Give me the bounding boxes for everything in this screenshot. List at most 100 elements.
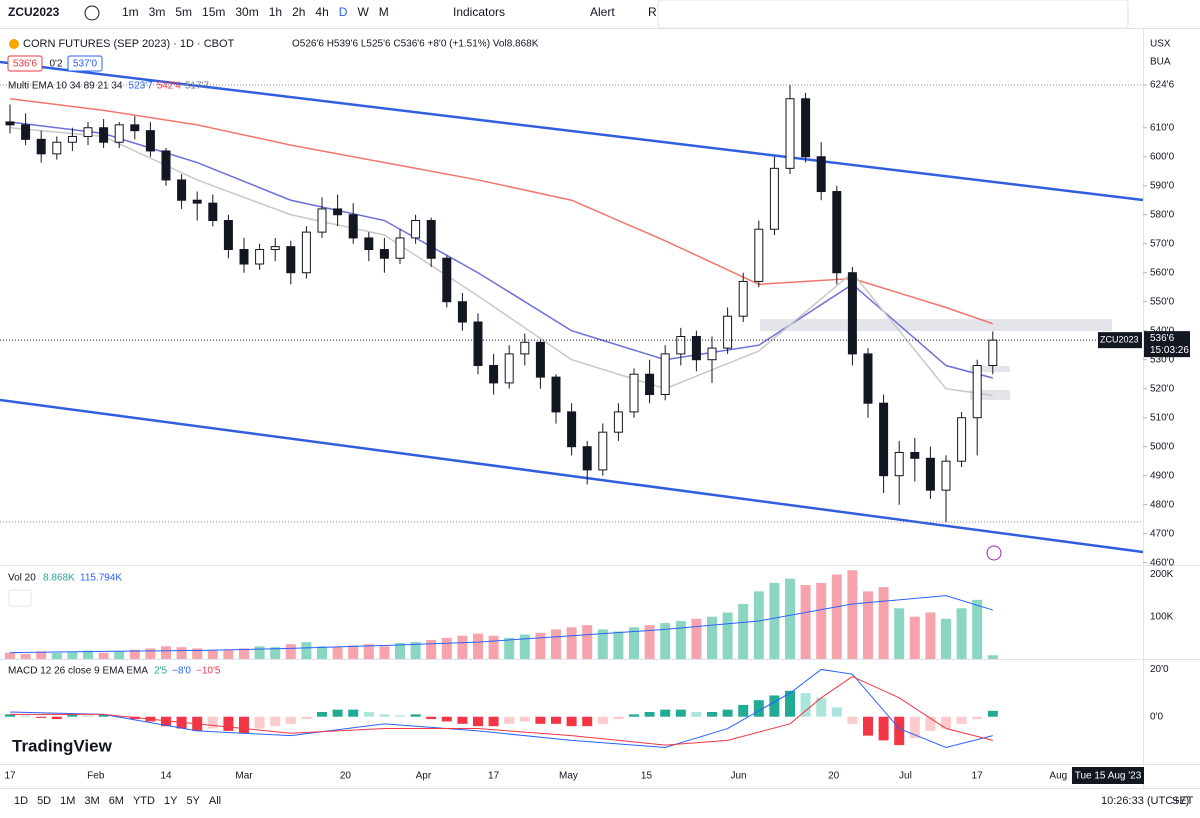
interval-button[interactable]: 1m (122, 5, 139, 19)
macd-histogram-bar (5, 714, 15, 717)
ema-label: Multi EMA 10 34 89 21 34 (8, 81, 123, 92)
interval-button[interactable]: 5m (175, 5, 192, 19)
session[interactable]: SET (1172, 795, 1194, 807)
volume-bar (395, 642, 405, 659)
indicators-button[interactable]: Indicators (453, 5, 505, 19)
interval-button[interactable]: 4h (315, 5, 328, 19)
volume-bar (83, 650, 93, 659)
replay-button[interactable]: R (648, 5, 657, 19)
volume-bar (379, 646, 390, 659)
currency[interactable]: USX (1150, 39, 1171, 50)
volume-bar (488, 635, 499, 659)
range-button[interactable]: 5Y (186, 795, 200, 807)
symbol-icon (9, 39, 19, 49)
macd-histogram-bar (332, 709, 343, 717)
drawing-toolbar[interactable] (657, 0, 1129, 29)
range-button[interactable]: 3M (84, 795, 99, 807)
candle-body (972, 365, 982, 419)
buy-button[interactable] (67, 55, 103, 72)
macd-histogram-bar (785, 690, 795, 717)
interval-button[interactable]: 3m (149, 5, 166, 19)
volume-bar (426, 639, 437, 659)
symbol[interactable]: ZCU2023 (8, 5, 60, 19)
event-icon[interactable] (986, 545, 1002, 561)
macd-histogram-bar (629, 714, 639, 717)
candle-body (411, 220, 421, 239)
candle-body (255, 249, 265, 265)
range-button[interactable]: All (209, 795, 221, 807)
range-button[interactable]: 1Y (164, 795, 178, 807)
sell-price[interactable]: 536'6 (13, 59, 38, 70)
price-tick-label: 460'0 (1150, 557, 1175, 568)
buy-price[interactable]: 537'0 (73, 59, 98, 70)
channel-line[interactable] (0, 398, 1144, 554)
range-button[interactable]: 1M (60, 795, 75, 807)
macd-histogram-bar (972, 716, 983, 720)
alert-button[interactable]: Alert (590, 5, 615, 19)
candle-body (629, 373, 639, 413)
macd-value: 2'5 (154, 666, 167, 677)
range-button[interactable]: 1D (14, 795, 28, 807)
candle-body (567, 411, 577, 448)
volume-ma-line (9, 595, 993, 654)
interval-button[interactable]: W (357, 5, 369, 19)
candle-body (910, 451, 920, 459)
macd-histogram-bar (738, 704, 749, 717)
candle-body (535, 341, 545, 378)
time-tick-label: 20 (340, 771, 352, 782)
zone[interactable] (970, 366, 1010, 372)
candle-body (426, 220, 436, 259)
candle-body (832, 191, 842, 274)
range-button[interactable]: 5D (37, 795, 51, 807)
add-symbol[interactable] (84, 5, 100, 21)
time-tick-label: Jun (730, 771, 746, 782)
volume-bar (332, 647, 343, 659)
macd-histogram-bar (722, 709, 733, 717)
volume-bar (98, 652, 109, 659)
volume-bar (207, 650, 218, 659)
candle-body (301, 231, 311, 274)
candle-body (816, 156, 826, 193)
candle-body (208, 202, 218, 222)
macd-histogram-bar (426, 716, 437, 720)
candle-body (660, 353, 670, 396)
last-price-box (1144, 331, 1190, 358)
range-button[interactable]: 6M (109, 795, 124, 807)
macd-histogram-bar (941, 716, 951, 729)
interval-button[interactable]: 15m (202, 5, 225, 19)
zone[interactable] (760, 319, 1112, 331)
collapse-button[interactable] (8, 589, 32, 607)
price-tick-label: 480'0 (1150, 499, 1175, 510)
interval-button[interactable]: D (339, 5, 348, 19)
time-tick-label: Feb (87, 771, 105, 782)
volume-bar (363, 644, 374, 659)
candle-body (691, 336, 701, 361)
volume-tick-label: 100K (1150, 611, 1174, 622)
interval-button[interactable]: 2h (292, 5, 305, 19)
macd-histogram-bar (551, 716, 561, 724)
channel-line[interactable] (0, 60, 1144, 202)
candle-body (941, 460, 951, 491)
price-tick-label: 530'0 (1150, 354, 1175, 365)
time-tick-label: May (559, 771, 578, 782)
interval-button[interactable]: 30m (235, 5, 258, 19)
interval-button[interactable]: M (379, 5, 389, 19)
volume-bar (925, 612, 936, 659)
macd-histogram-bar (223, 716, 234, 731)
candle-body (5, 121, 15, 126)
last-price-tag (1098, 332, 1142, 349)
volume-bar (5, 652, 15, 659)
volume-bar (223, 649, 234, 659)
macd-histogram-bar (707, 712, 717, 717)
candle-body (489, 365, 499, 384)
unit[interactable]: BUA (1150, 57, 1171, 68)
ema-line (9, 121, 993, 379)
macd-histogram-bar (644, 712, 655, 717)
interval-button[interactable]: 1h (269, 5, 282, 19)
macd-histogram-bar (535, 716, 546, 724)
volume-bar (176, 647, 187, 659)
macd-histogram-bar (457, 716, 468, 724)
volume-bar (519, 634, 530, 659)
sell-button[interactable] (7, 55, 43, 72)
range-button[interactable]: YTD (133, 795, 155, 807)
